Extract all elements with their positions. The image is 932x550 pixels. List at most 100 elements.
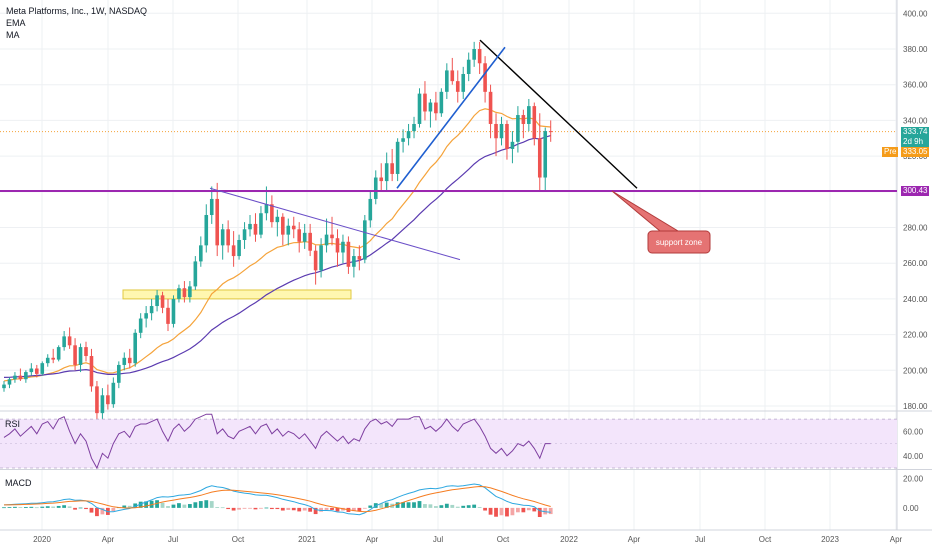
macd-histogram-bar bbox=[537, 507, 542, 518]
price-axis[interactable]: 180.00 200.00 220.00 240.00 260.00 280.00 300.… bbox=[903, 9, 928, 411]
candle-body bbox=[215, 198, 220, 246]
consolidation-box bbox=[122, 289, 352, 300]
macd-line bbox=[3, 483, 551, 516]
candle bbox=[220, 223, 225, 260]
macd-histogram-bar bbox=[73, 507, 77, 510]
candle-body bbox=[286, 225, 291, 235]
rsi-pane: 40.00 60.00 bbox=[0, 413, 924, 470]
candle bbox=[445, 63, 449, 99]
candle bbox=[401, 129, 405, 153]
candle bbox=[7, 377, 12, 389]
candlesticks[interactable] bbox=[2, 41, 553, 424]
price-tick-240: 240.00 bbox=[903, 295, 928, 304]
macd-histogram-bar bbox=[248, 507, 252, 509]
premarket-tag: Pre bbox=[882, 147, 899, 157]
candle-body bbox=[417, 93, 422, 124]
candle-body bbox=[95, 386, 99, 414]
rsi-label[interactable]: RSI bbox=[5, 419, 21, 429]
time-tick-12: 2023 bbox=[821, 535, 839, 544]
macd-histogram-bar bbox=[269, 507, 274, 510]
macd-histogram-bar bbox=[423, 504, 427, 508]
candle-body bbox=[537, 138, 542, 178]
candle-body bbox=[477, 49, 482, 64]
candle-body bbox=[308, 232, 312, 251]
macd-histogram-bar bbox=[379, 503, 384, 508]
candle-body bbox=[472, 49, 476, 60]
macd-histogram-bar bbox=[182, 504, 187, 508]
macd-histogram-bar bbox=[483, 507, 487, 511]
candle bbox=[35, 364, 39, 378]
candle bbox=[455, 70, 460, 103]
macd-histogram-bar bbox=[100, 507, 105, 515]
time-axis[interactable]: 2020 Apr Jul Oct 2021 Apr Jul Oct 2022 Apr Jul Oct 2… bbox=[33, 535, 902, 544]
macd-histogram-bar bbox=[439, 505, 444, 508]
candle-body bbox=[390, 163, 394, 174]
candle-body bbox=[543, 131, 548, 178]
price-tick-400: 400.00 bbox=[903, 9, 928, 18]
drawings[interactable]: support zone bbox=[0, 39, 897, 261]
candle bbox=[29, 363, 34, 376]
candle bbox=[423, 81, 427, 121]
macd-histogram-bar bbox=[357, 507, 362, 512]
ema-legend[interactable]: EMA bbox=[6, 18, 26, 28]
candle bbox=[417, 88, 422, 128]
candle-body bbox=[352, 256, 356, 267]
time-tick-3: Oct bbox=[232, 535, 245, 544]
signal-line bbox=[4, 485, 551, 513]
candle-body bbox=[18, 375, 23, 380]
candle bbox=[45, 354, 50, 367]
macd-histogram-bar bbox=[515, 507, 520, 513]
macd-histogram-bar bbox=[543, 507, 548, 515]
candle-body bbox=[319, 245, 323, 271]
macd-histogram-bar bbox=[242, 507, 247, 509]
candle-body bbox=[144, 313, 148, 319]
candle-body bbox=[199, 245, 203, 262]
candle bbox=[499, 116, 504, 146]
price-tick-280: 280.00 bbox=[903, 224, 928, 233]
candle bbox=[78, 343, 83, 373]
candle-body bbox=[160, 295, 165, 308]
time-tick-9: Apr bbox=[628, 535, 641, 544]
candle-body bbox=[494, 123, 498, 139]
time-tick-1: Apr bbox=[102, 535, 115, 544]
macd-label[interactable]: MACD bbox=[5, 478, 32, 488]
candle-body bbox=[171, 298, 176, 324]
symbol-title[interactable]: Meta Platforms, Inc., 1W, NASDAQ bbox=[6, 6, 148, 16]
candle bbox=[537, 113, 542, 192]
candle bbox=[434, 91, 438, 121]
descending-trendline bbox=[209, 187, 461, 261]
macd-histogram-bar bbox=[297, 507, 302, 512]
support-price-badge: 300.43 bbox=[901, 186, 930, 196]
macd-histogram-bar bbox=[166, 506, 170, 508]
price-tick-360: 360.00 bbox=[903, 81, 928, 90]
candle bbox=[248, 215, 252, 237]
candle bbox=[209, 186, 214, 224]
candle-body bbox=[270, 204, 274, 223]
candle bbox=[527, 98, 531, 132]
candle-body bbox=[100, 395, 105, 414]
candle-body bbox=[423, 93, 427, 112]
candle-body bbox=[231, 245, 236, 257]
macd-histogram-bar bbox=[89, 507, 94, 513]
macd-histogram-bar bbox=[45, 506, 50, 508]
macd-histogram-bar bbox=[187, 504, 192, 508]
resistance-trendline bbox=[479, 39, 638, 189]
candle bbox=[160, 291, 165, 314]
macd-histogram-bar bbox=[209, 501, 214, 508]
macd-histogram-bar bbox=[521, 507, 526, 513]
candle-body bbox=[7, 379, 12, 385]
candle bbox=[177, 284, 181, 303]
price-tick-260: 260.00 bbox=[903, 259, 928, 268]
candle-body bbox=[226, 229, 230, 246]
candle-body bbox=[363, 220, 367, 260]
candle-body bbox=[204, 215, 209, 246]
candle-body bbox=[434, 102, 438, 114]
candle bbox=[412, 116, 416, 139]
candle-body bbox=[111, 382, 116, 405]
macd-histogram-bar bbox=[215, 506, 220, 508]
candle-body bbox=[281, 216, 285, 235]
ma-legend[interactable]: MA bbox=[6, 30, 20, 40]
candle-body bbox=[488, 91, 493, 124]
chart-legend: Meta Platforms, Inc., 1W, NASDAQ EMA MA bbox=[6, 5, 147, 41]
candle-body bbox=[264, 204, 269, 214]
